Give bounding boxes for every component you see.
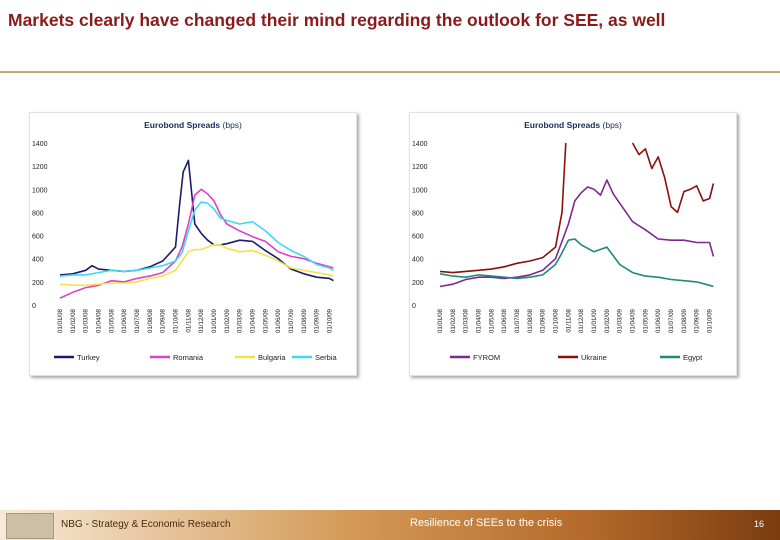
x-tick-label: 01/04/08 bbox=[476, 308, 483, 333]
x-tick-label: 01/04/09 bbox=[250, 308, 257, 333]
x-tick-label: 01/10/09 bbox=[327, 308, 334, 333]
chart-panel-left: Eurobond Spreads (bps) 0 200 400 600 800 1000 1… bbox=[29, 112, 357, 376]
legend-label-fyrom: FYROM bbox=[473, 353, 500, 362]
x-tick-label: 01/07/09 bbox=[288, 308, 295, 333]
slide-title: Markets clearly have changed their mind … bbox=[8, 10, 666, 30]
footer-center-text: Resilience of SEEs to the crisis bbox=[410, 517, 563, 529]
chart-panel-right: Eurobond Spreads (bps) 0 200 400 600 800 1000 1… bbox=[409, 112, 737, 376]
series-line-romania bbox=[59, 188, 334, 299]
series-line-turkey bbox=[59, 159, 334, 282]
footer-bar bbox=[0, 510, 780, 540]
y-tick-label: 0 bbox=[32, 303, 36, 310]
x-tick-label: 01/02/09 bbox=[224, 308, 231, 333]
x-tick-label: 01/06/08 bbox=[501, 308, 508, 333]
x-tick-label: 01/08/09 bbox=[301, 308, 308, 333]
x-tick-label: 01/07/09 bbox=[668, 308, 675, 333]
title-rule bbox=[0, 71, 780, 73]
x-tick-label: 01/02/08 bbox=[450, 308, 457, 333]
x-tick-label: 01/05/08 bbox=[108, 308, 115, 333]
legend-label-ukraine: Ukraine bbox=[581, 353, 607, 362]
x-tick-label: 01/02/09 bbox=[604, 308, 611, 333]
x-tick-label: 01/09/08 bbox=[160, 308, 167, 333]
x-tick-label: 01/06/09 bbox=[655, 308, 662, 333]
nbg-logo bbox=[6, 513, 54, 539]
series-line-bulgaria bbox=[59, 244, 334, 287]
x-tick-label: 01/08/09 bbox=[681, 308, 688, 333]
x-tick-label: 01/09/08 bbox=[540, 308, 547, 333]
x-tick-label: 01/04/08 bbox=[96, 308, 103, 333]
x-tick-label: 01/06/09 bbox=[275, 308, 282, 333]
x-tick-label: 01/03/08 bbox=[463, 308, 470, 333]
chart-left-svg: Eurobond Spreads (bps) 0 200 400 600 800 1000 1… bbox=[32, 120, 338, 362]
x-tick-label: 01/08/08 bbox=[527, 308, 534, 333]
x-tick-label: 01/12/08 bbox=[578, 308, 585, 333]
x-tick-label: 01/05/08 bbox=[488, 308, 495, 333]
y-tick-label: 1200 bbox=[32, 164, 48, 171]
y-tick-label: 1200 bbox=[412, 164, 428, 171]
y-tick-label: 600 bbox=[32, 234, 44, 241]
legend-label-serbia: Serbia bbox=[315, 353, 338, 362]
y-tick-label: 200 bbox=[412, 280, 424, 287]
x-tick-label: 01/04/09 bbox=[630, 308, 637, 333]
page-number: 16 bbox=[754, 519, 765, 529]
y-tick-label: 400 bbox=[32, 257, 44, 264]
legend-label-romania: Romania bbox=[173, 353, 204, 362]
x-tick-label: 01/08/08 bbox=[147, 308, 154, 333]
x-tick-label: 01/09/09 bbox=[314, 308, 321, 333]
x-tick-label: 01/12/08 bbox=[198, 308, 205, 333]
x-tick-label: 01/01/08 bbox=[57, 308, 64, 333]
x-tick-label: 01/11/08 bbox=[185, 308, 192, 332]
y-tick-label: 1000 bbox=[32, 187, 48, 194]
x-tick-label: 01/03/09 bbox=[617, 308, 624, 333]
x-tick-label: 01/07/08 bbox=[134, 308, 141, 333]
x-tick-label: 01/05/09 bbox=[642, 308, 649, 333]
chart-title: Eurobond Spreads (bps) bbox=[524, 120, 622, 130]
y-tick-label: 600 bbox=[412, 234, 424, 241]
x-tick-label: 01/01/09 bbox=[211, 308, 218, 333]
series-line-egypt bbox=[439, 238, 714, 288]
y-tick-label: 1400 bbox=[412, 141, 428, 148]
series-line-fyrom bbox=[439, 179, 715, 288]
x-tick-label: 01/11/08 bbox=[565, 308, 572, 332]
x-tick-label: 01/03/09 bbox=[237, 308, 244, 333]
x-tick-label: 01/01/08 bbox=[437, 308, 444, 333]
x-tick-label: 01/06/08 bbox=[121, 308, 128, 333]
y-tick-label: 1400 bbox=[32, 141, 48, 148]
legend-label-bulgaria: Bulgaria bbox=[258, 353, 286, 362]
legend-label-turkey: Turkey bbox=[77, 353, 100, 362]
y-tick-label: 800 bbox=[412, 210, 424, 217]
y-tick-label: 200 bbox=[32, 280, 44, 287]
x-tick-label: 01/05/09 bbox=[262, 308, 269, 333]
legend-label-egypt: Egypt bbox=[683, 353, 703, 362]
x-tick-label: 01/07/08 bbox=[514, 308, 521, 333]
x-tick-label: 01/10/08 bbox=[553, 308, 560, 333]
x-tick-label: 01/03/08 bbox=[83, 308, 90, 333]
chart-right-svg: Eurobond Spreads (bps) 0 200 400 600 800 1000 1… bbox=[412, 120, 715, 362]
y-tick-label: 0 bbox=[412, 303, 416, 310]
x-tick-label: 01/02/08 bbox=[70, 308, 77, 333]
x-tick-label: 01/01/09 bbox=[591, 308, 598, 333]
series-line-ukraine bbox=[439, 142, 715, 274]
footer-left-text: NBG - Strategy & Economic Research bbox=[61, 519, 231, 530]
x-tick-label: 01/09/09 bbox=[694, 308, 701, 333]
chart-title: Eurobond Spreads (bps) bbox=[144, 120, 242, 130]
y-tick-label: 400 bbox=[412, 257, 424, 264]
y-tick-label: 800 bbox=[32, 210, 44, 217]
x-tick-label: 01/10/09 bbox=[707, 308, 714, 333]
x-tick-label: 01/10/08 bbox=[173, 308, 180, 333]
y-tick-label: 1000 bbox=[412, 187, 428, 194]
series-line-serbia bbox=[59, 201, 334, 277]
